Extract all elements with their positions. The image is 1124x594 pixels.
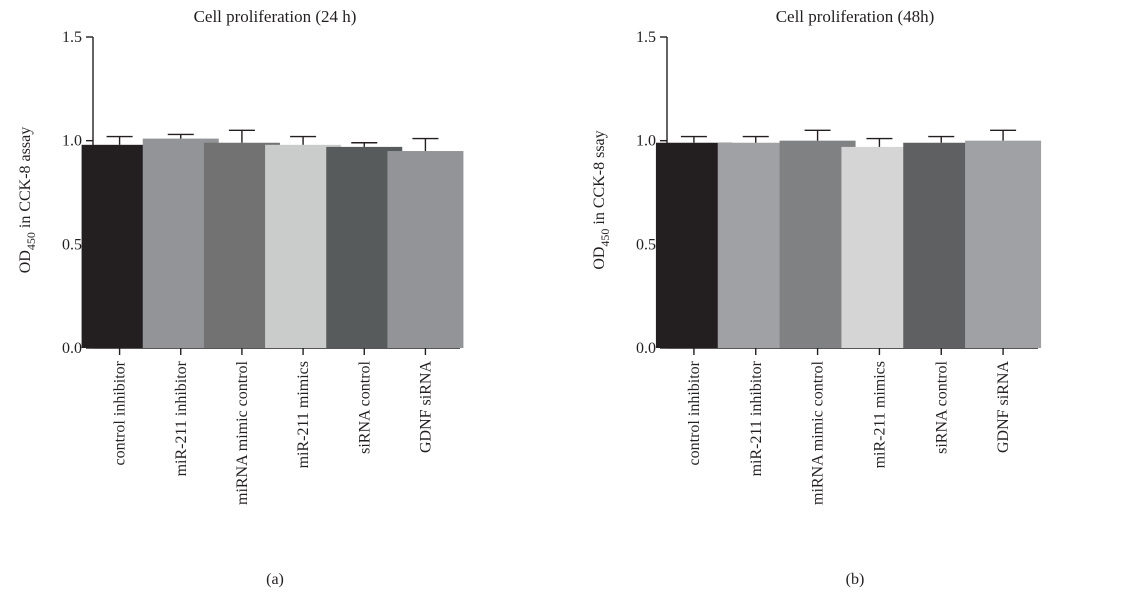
x-tick-label: miR-211 mimics: [295, 361, 312, 468]
bar: [387, 151, 464, 348]
panel-b: Cell proliferation (48h) OD450 in CCK-8 …: [591, 7, 1042, 588]
panel-a: Cell proliferation (24 h) OD450 in CCK-8…: [17, 7, 464, 588]
x-tick-label: miR-211 inhibitor: [173, 360, 190, 476]
x-tick-label: GDNF siRNA: [417, 361, 434, 453]
y-axis-label: OD450 in CCK-8 assay: [17, 127, 38, 273]
y-tick-label: 1.5: [62, 29, 82, 46]
y-tick-label: 1.0: [62, 133, 82, 150]
panel-label: (b): [846, 571, 865, 588]
y-tick-label: 0.5: [636, 236, 656, 253]
y-axis-label: OD450 in CCK-8 ssay: [591, 130, 612, 269]
panel-label: (a): [266, 571, 284, 588]
x-tick-label: GDNF siRNA: [995, 361, 1012, 453]
y-tick-label: 1.0: [636, 133, 656, 150]
x-tick-label: miR-211 mimics: [871, 361, 888, 468]
x-tick-label: miRNA mimic control: [810, 360, 827, 505]
x-tick-label: control inhibitor: [686, 360, 703, 465]
x-tick-label: siRNA control: [933, 360, 950, 453]
chart-title: Cell proliferation (48h): [776, 7, 935, 26]
y-tick-label: 0.0: [62, 340, 82, 357]
bar: [965, 140, 1042, 348]
y-tick-label: 1.5: [636, 29, 656, 46]
y-tick-label: 0.0: [636, 340, 656, 357]
x-tick-label: miR-211 inhibitor: [748, 360, 765, 476]
chart-title: Cell proliferation (24 h): [194, 7, 357, 26]
x-tick-label: siRNA control: [356, 360, 373, 453]
x-tick-label: control inhibitor: [112, 360, 129, 465]
x-tick-label: miRNA mimic control: [234, 360, 251, 505]
y-tick-label: 0.5: [62, 236, 82, 253]
